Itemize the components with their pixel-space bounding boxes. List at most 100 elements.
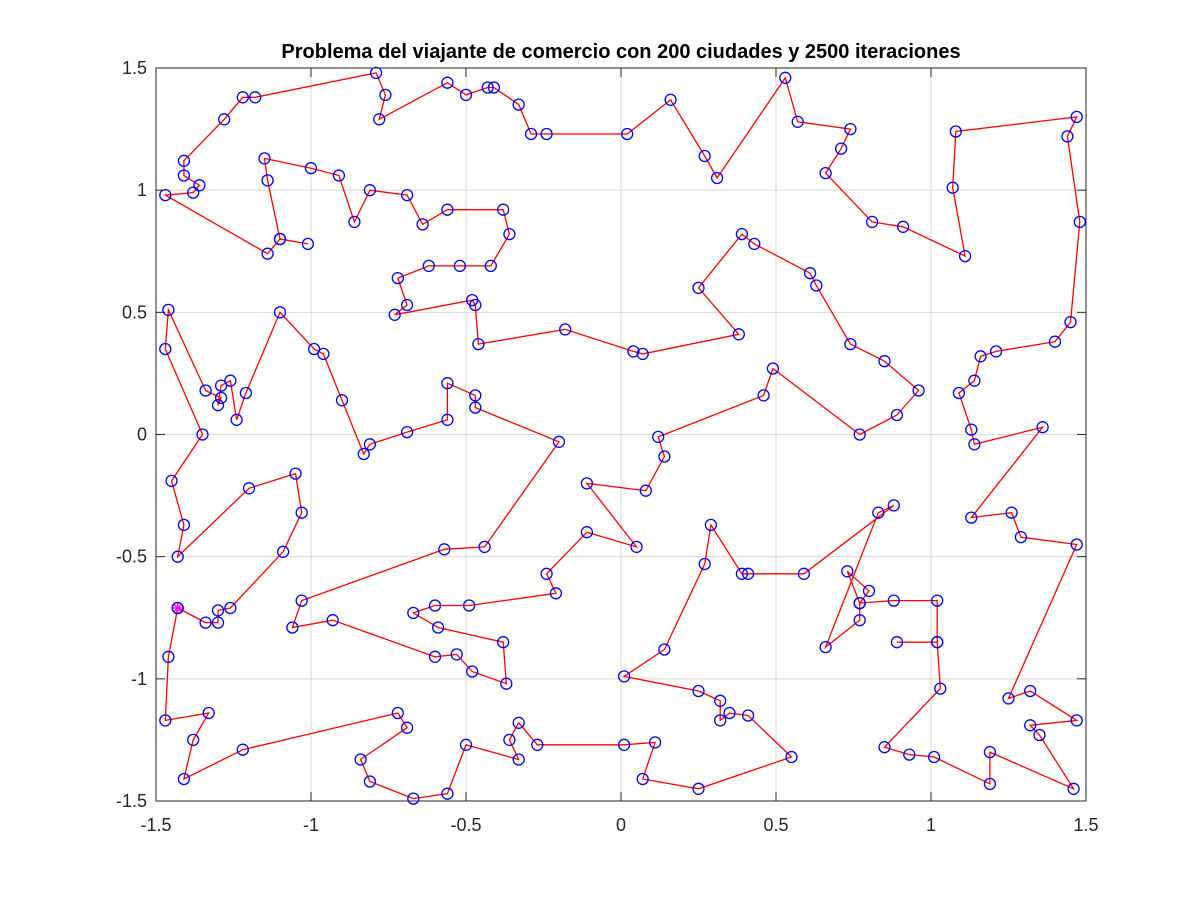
city-marker <box>1073 215 1086 229</box>
city-marker <box>388 308 401 321</box>
city-marker <box>354 753 367 766</box>
city-marker <box>1070 714 1083 727</box>
city-marker <box>416 218 429 231</box>
city-marker <box>441 76 454 89</box>
city-marker <box>1033 728 1046 742</box>
city-marker <box>698 557 711 571</box>
city-marker <box>1024 684 1037 698</box>
city-marker <box>779 71 792 84</box>
city-marker <box>658 450 671 463</box>
city-marker <box>276 545 290 558</box>
city-marker <box>890 408 904 422</box>
city-marker <box>379 88 392 102</box>
city-marker <box>983 777 997 791</box>
city-marker <box>369 66 383 80</box>
city-marker <box>199 384 212 397</box>
city-marker <box>261 247 274 260</box>
city-marker <box>211 604 225 617</box>
city-marker <box>171 550 184 563</box>
city-marker <box>261 174 274 187</box>
city-marker <box>878 741 891 754</box>
x-tick-label: -0.5 <box>450 815 481 835</box>
city-marker <box>853 428 866 441</box>
city-marker <box>531 738 544 751</box>
city-marker <box>912 384 925 397</box>
city-marker <box>295 506 308 519</box>
city-marker <box>878 355 891 368</box>
start-city-marker <box>172 602 183 613</box>
city-marker <box>692 782 705 795</box>
city-marker <box>958 249 972 263</box>
city-marker <box>177 772 191 786</box>
city-marker <box>748 237 761 251</box>
city-marker <box>159 714 172 727</box>
x-tick-label: 1 <box>926 815 936 835</box>
y-tick-label: 0.5 <box>122 302 147 322</box>
city-marker <box>177 518 191 532</box>
city-marker <box>540 127 553 141</box>
city-marker <box>834 142 848 155</box>
city-marker <box>400 721 414 734</box>
city-marker <box>983 745 997 759</box>
city-marker <box>307 342 321 356</box>
city-marker <box>249 91 262 104</box>
city-marker <box>862 584 876 598</box>
y-tick-label: 0 <box>137 425 147 445</box>
city-marker <box>462 599 476 612</box>
city-marker <box>214 391 228 405</box>
city-marker <box>214 379 228 392</box>
city-marker <box>946 181 959 194</box>
city-marker <box>428 599 442 612</box>
city-marker <box>965 423 978 436</box>
city-marker <box>500 677 513 690</box>
city-marker <box>481 81 494 94</box>
city-marker <box>617 738 631 751</box>
city-marker <box>224 601 237 615</box>
y-tick-labels: -1.5 -1 -0.5 0 0.5 1 1.5 <box>116 58 147 811</box>
city-marker <box>636 772 649 786</box>
city-marker <box>295 594 308 607</box>
city-marker <box>438 543 451 556</box>
x-tick-labels: -1.5 -1 -0.5 0 0.5 1 1.5 <box>140 815 1098 835</box>
x-tick-label: 0 <box>616 815 626 835</box>
city-marker <box>791 115 804 128</box>
city-marker <box>202 706 215 720</box>
city-marker <box>741 567 755 580</box>
city-marker <box>887 499 900 512</box>
city-marker <box>391 271 404 285</box>
city-marker <box>1067 782 1080 795</box>
city-marker <box>803 267 817 280</box>
city-marker <box>524 127 538 141</box>
city-marker <box>853 614 866 627</box>
city-marker <box>968 438 981 451</box>
city-marker <box>236 743 249 756</box>
city-marker <box>162 303 175 317</box>
city-marker <box>441 377 454 390</box>
city-marker <box>428 650 442 663</box>
city-marker <box>974 350 987 363</box>
city-marker <box>211 399 225 412</box>
y-tick-label: 1 <box>137 180 147 200</box>
city-marker <box>317 347 330 361</box>
city-marker <box>664 93 677 106</box>
city-marker <box>177 169 191 182</box>
city-marker <box>512 716 525 729</box>
chart-title: Problema del viajante de comercio con 20… <box>281 41 960 63</box>
city-marker <box>503 227 516 241</box>
city-marker <box>459 738 473 751</box>
city-marker <box>887 594 900 607</box>
city-marker <box>363 184 377 197</box>
city-marker <box>819 166 832 180</box>
city-marker <box>453 259 466 273</box>
city-marker <box>199 616 212 629</box>
city-marker <box>797 567 811 580</box>
city-marker <box>1061 130 1074 143</box>
city-marker <box>512 98 525 111</box>
city-marker <box>441 413 454 426</box>
route-line <box>163 72 1081 800</box>
city-marker <box>810 279 823 292</box>
city-marker <box>196 428 209 441</box>
city-marker <box>698 149 711 163</box>
city-marker <box>704 518 718 532</box>
city-marker <box>617 670 631 683</box>
